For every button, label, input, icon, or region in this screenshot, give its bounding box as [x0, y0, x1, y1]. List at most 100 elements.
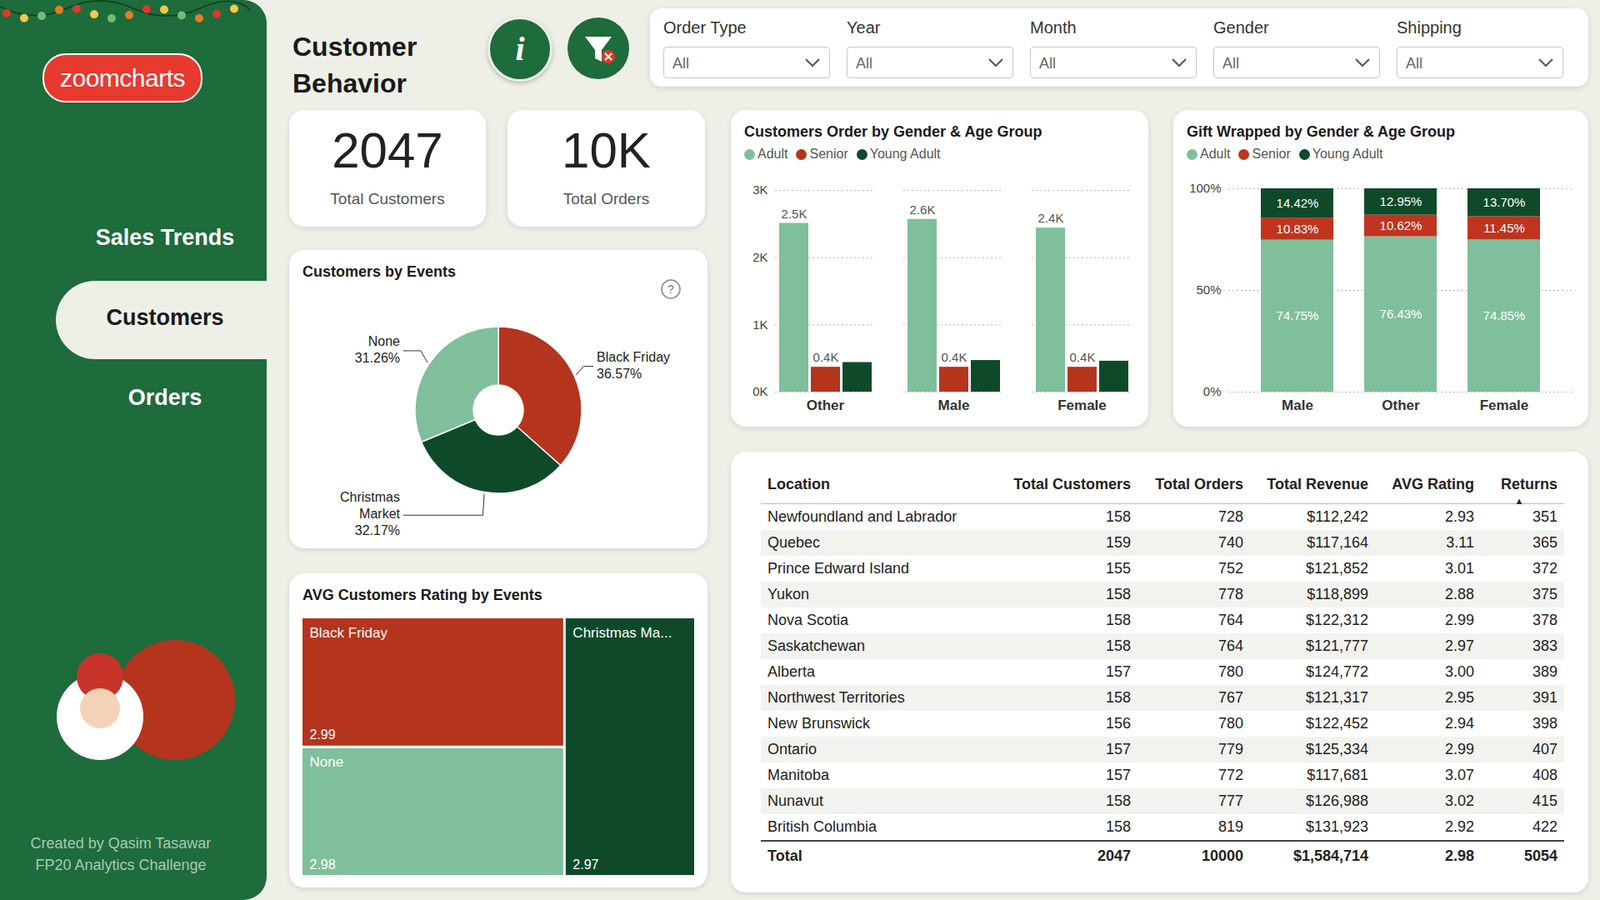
svg-text:0.4K: 0.4K — [813, 350, 840, 365]
html-text:777: 777 — [1218, 792, 1244, 810]
html-text:3.07: 3.07 — [1445, 766, 1475, 784]
svg-text:ChristmasMarket32.17%: ChristmasMarket32.17% — [340, 490, 401, 538]
html-text:Total Orders: Total Orders — [1155, 475, 1244, 493]
html-text:778: 778 — [1218, 585, 1244, 603]
svg-text:Male: Male — [1281, 397, 1314, 414]
html-text:$125,334: $125,334 — [1305, 740, 1369, 758]
html-text:Yukon: Yukon — [767, 585, 810, 603]
html-text:2.88: 2.88 — [1445, 585, 1475, 603]
html-text:$117,681: $117,681 — [1306, 766, 1369, 784]
svg-text:100%: 100% — [1189, 180, 1221, 195]
html-text:Total Revenue: Total Revenue — [1266, 475, 1369, 493]
svg-text:Other: Other — [806, 397, 845, 414]
svg-text:?: ? — [667, 282, 675, 296]
html-text:Month: Month — [1030, 18, 1077, 37]
html-text:Total Orders: Total Orders — [563, 190, 650, 208]
html-text:All: All — [672, 55, 690, 72]
html-text:10K: 10K — [561, 122, 651, 179]
svg-text:74.75%: 74.75% — [1276, 308, 1320, 323]
html-text:Gender: Gender — [1213, 18, 1269, 37]
html-text:Sales Trends: Sales Trends — [95, 225, 235, 250]
html-text:Nunavut: Nunavut — [767, 792, 824, 810]
svg-text:Other: Other — [1381, 397, 1420, 414]
html-text:3.02: 3.02 — [1445, 792, 1475, 810]
svg-text:10.83%: 10.83% — [1276, 221, 1320, 236]
html-text:158: 158 — [1105, 637, 1131, 655]
html-text:158: 158 — [1105, 792, 1131, 810]
html-text:AVG Rating: AVG Rating — [1391, 475, 1475, 493]
svg-text:13.70%: 13.70% — [1483, 195, 1526, 210]
html-text:AVG Customers Rating by Events: AVG Customers Rating by Events — [302, 586, 543, 604]
html-text:$126,988: $126,988 — [1305, 792, 1369, 810]
svg-text:14.42%: 14.42% — [1276, 195, 1320, 210]
svg-text:2.97: 2.97 — [572, 857, 599, 872]
svg-text:74.85%: 74.85% — [1483, 308, 1526, 323]
html-text:157: 157 — [1105, 766, 1131, 784]
svg-text:11.45%: 11.45% — [1483, 220, 1525, 235]
svg-text:50%: 50% — [1195, 282, 1221, 297]
html-text:415: 415 — [1532, 792, 1558, 810]
html-text:408: 408 — [1532, 766, 1558, 784]
html-text:2047: 2047 — [331, 122, 444, 179]
svg-text:2K: 2K — [752, 250, 768, 265]
html-text:Saskatchewan: Saskatchewan — [767, 637, 866, 655]
html-text:378: 378 — [1532, 611, 1558, 629]
html-text:Customer Behavior: Customer Behavior — [292, 31, 417, 99]
svg-text:0.4K: 0.4K — [1070, 350, 1096, 365]
svg-text:Female: Female — [1057, 397, 1107, 414]
html-text:zoomcharts: zoomcharts — [60, 64, 185, 92]
html-text:Nova Scotia: Nova Scotia — [767, 611, 849, 629]
svg-text:Male: Male — [938, 397, 970, 414]
html-text:764: 764 — [1218, 637, 1244, 655]
svg-text:0.4K: 0.4K — [941, 350, 968, 365]
html-text:157: 157 — [1105, 740, 1131, 758]
html-text:$121,777: $121,777 — [1305, 637, 1369, 655]
svg-text:0K: 0K — [752, 384, 768, 399]
svg-text:2.6K: 2.6K — [910, 202, 936, 217]
svg-text:Christmas Ma...: Christmas Ma... — [572, 625, 672, 641]
html-text:375: 375 — [1532, 585, 1558, 603]
html-text:Total Customers: Total Customers — [330, 190, 445, 208]
html-text:All: All — [1039, 55, 1056, 72]
html-text:Order Type: Order Type — [663, 18, 747, 37]
html-text:FP20 Analytics Challenge: FP20 Analytics Challenge — [35, 856, 207, 874]
svg-text:2.99: 2.99 — [310, 727, 336, 742]
svg-text:76.43%: 76.43% — [1380, 306, 1423, 321]
html-text:2.97: 2.97 — [1445, 637, 1475, 655]
html-text:Ontario: Ontario — [767, 740, 817, 758]
html-text:Total Customers: Total Customers — [1013, 475, 1131, 493]
svg-text:2.5K: 2.5K — [781, 206, 808, 221]
html-text:158: 158 — [1105, 585, 1131, 603]
html-text:2.99: 2.99 — [1445, 740, 1475, 758]
html-text:779: 779 — [1218, 740, 1244, 758]
html-text:Orders: Orders — [128, 385, 202, 410]
html-text:158: 158 — [1105, 611, 1131, 629]
svg-text:10.62%: 10.62% — [1380, 218, 1423, 233]
html-text:2.99: 2.99 — [1445, 611, 1475, 629]
svg-text:Black Friday36.57%: Black Friday36.57% — [596, 350, 670, 381]
svg-text:Female: Female — [1480, 397, 1530, 414]
svg-text:2.98: 2.98 — [310, 857, 336, 872]
svg-text:0%: 0% — [1203, 384, 1222, 399]
html-text:All: All — [855, 55, 873, 72]
html-text:Created by Qasim Tasawar: Created by Qasim Tasawar — [30, 835, 212, 852]
html-text:Location: Location — [767, 475, 830, 493]
svg-text:2.4K: 2.4K — [1038, 210, 1065, 225]
html-text:$122,312: $122,312 — [1305, 611, 1369, 629]
svg-text:None31.26%: None31.26% — [355, 334, 400, 365]
html-text:Customers: Customers — [106, 305, 224, 330]
html-text:764: 764 — [1218, 611, 1244, 629]
html-text:407: 407 — [1532, 740, 1558, 758]
html-text:$118,899: $118,899 — [1306, 585, 1369, 603]
html-text:383: 383 — [1532, 637, 1558, 655]
svg-text:Black Friday: Black Friday — [310, 625, 389, 641]
html-text:Shipping: Shipping — [1396, 18, 1462, 37]
html-text:Returns: Returns — [1500, 475, 1558, 493]
html-text:Manitoba: Manitoba — [767, 766, 830, 784]
svg-text:1K: 1K — [752, 317, 768, 332]
svg-text:3K: 3K — [752, 182, 768, 197]
html-text:772: 772 — [1218, 766, 1244, 784]
svg-text:12.95%: 12.95% — [1380, 194, 1423, 209]
html-text:Year: Year — [846, 18, 881, 37]
svg-text:None: None — [310, 754, 345, 770]
